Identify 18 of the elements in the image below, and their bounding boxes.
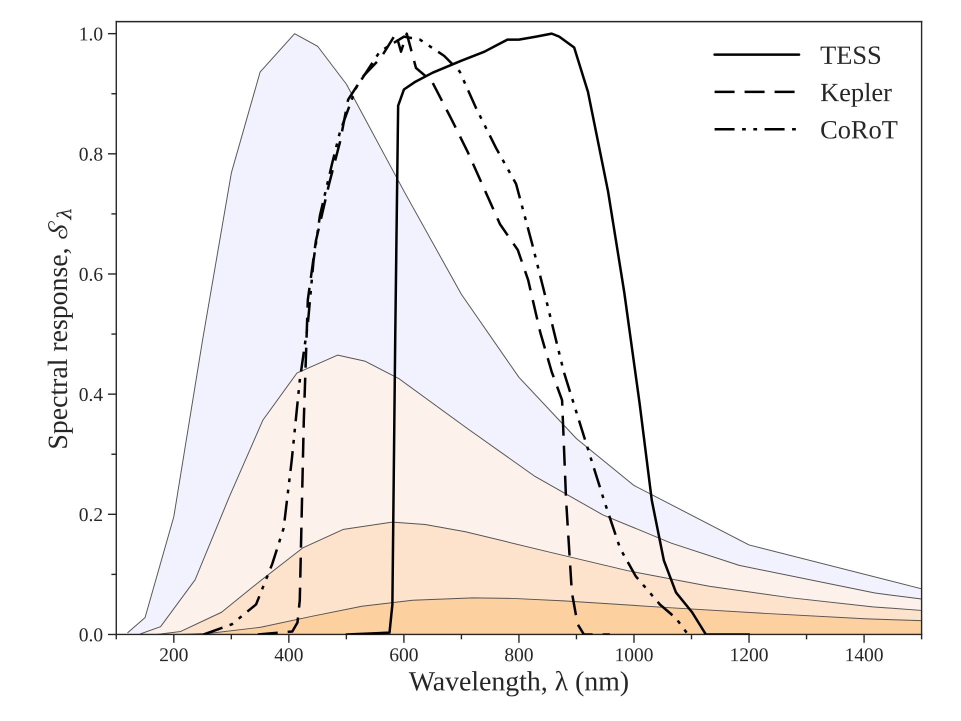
x-tick-label: 400 — [274, 648, 303, 662]
y-tick-label: 0.2 — [80, 508, 102, 522]
x-axis-title: Wavelength, λ (nm) — [408, 670, 628, 696]
legend-label: CoRoT — [821, 120, 898, 139]
x-tick-label: 1000 — [616, 648, 653, 662]
x-tick-label: 1400 — [846, 648, 883, 662]
y-tick-label: 1.0 — [80, 27, 102, 41]
y-tick-label: 0.6 — [80, 268, 103, 282]
x-tick-label: 600 — [390, 648, 418, 662]
x-tick-label: 200 — [160, 648, 188, 662]
x-tick-label: 800 — [505, 648, 533, 662]
legend-label: Kepler — [820, 82, 892, 107]
y-axis-title: Spectral response, 𝒮$_{λ}$ — [48, 209, 73, 448]
x-tick-label: 1200 — [731, 648, 768, 662]
legend-label: TESS — [820, 46, 880, 64]
y-tick-label: 0.4 — [80, 388, 103, 402]
y-tick-label: 0.8 — [80, 148, 102, 161]
y-tick-label: 0.0 — [80, 628, 102, 642]
